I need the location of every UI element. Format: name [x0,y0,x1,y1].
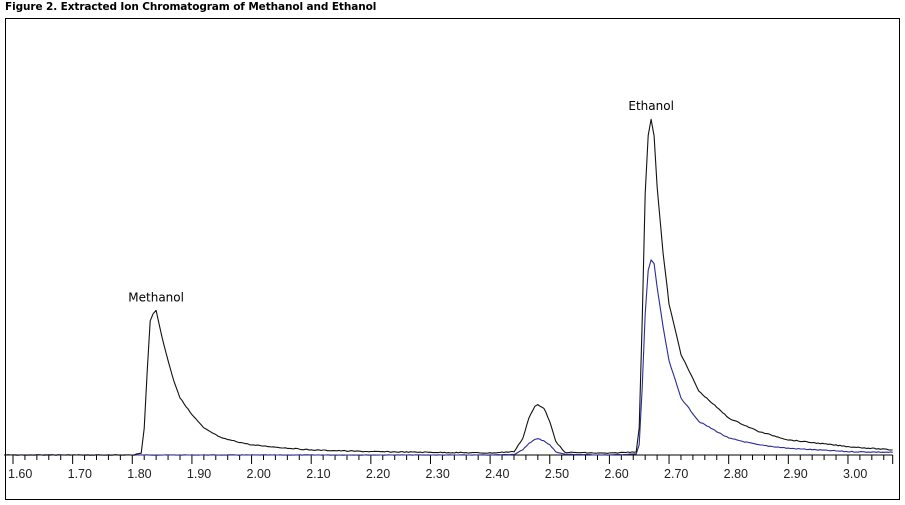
x-axis: 1.60 1.70 1.80 1.90 2.00 2.10 2.20 2.30 2.40 2.50… [6,454,894,481]
x-tick-label: 2.10 [306,467,330,481]
x-tick-label: 1.60 [8,467,32,481]
x-tick-label: 2.30 [425,467,449,481]
x-tick-label: 2.40 [485,467,509,481]
x-tick-label: 2.00 [247,467,271,481]
figure-title: Figure 2. Extracted Ion Chromatogram of … [5,1,377,13]
x-tick-label: 1.90 [187,467,211,481]
x-tick-label: 2.20 [366,467,390,481]
trace-line [4,118,893,456]
traces [4,118,893,456]
x-tick-label: 2.80 [724,467,748,481]
plot-frame [5,18,900,500]
x-tick-label: 3.00 [843,467,867,481]
peak-label: Ethanol [628,99,674,113]
x-tick-label: 2.50 [545,467,569,481]
x-tick-label: 2.60 [604,467,628,481]
x-tick-label: 2.70 [664,467,688,481]
trace-line [4,259,893,456]
peak-annotations: Methanol Ethanol [128,99,674,305]
x-tick-label: 2.90 [783,467,807,481]
x-tick-label: 1.80 [127,467,151,481]
peak-label: Methanol [128,291,184,305]
x-tick-label: 1.70 [68,467,92,481]
